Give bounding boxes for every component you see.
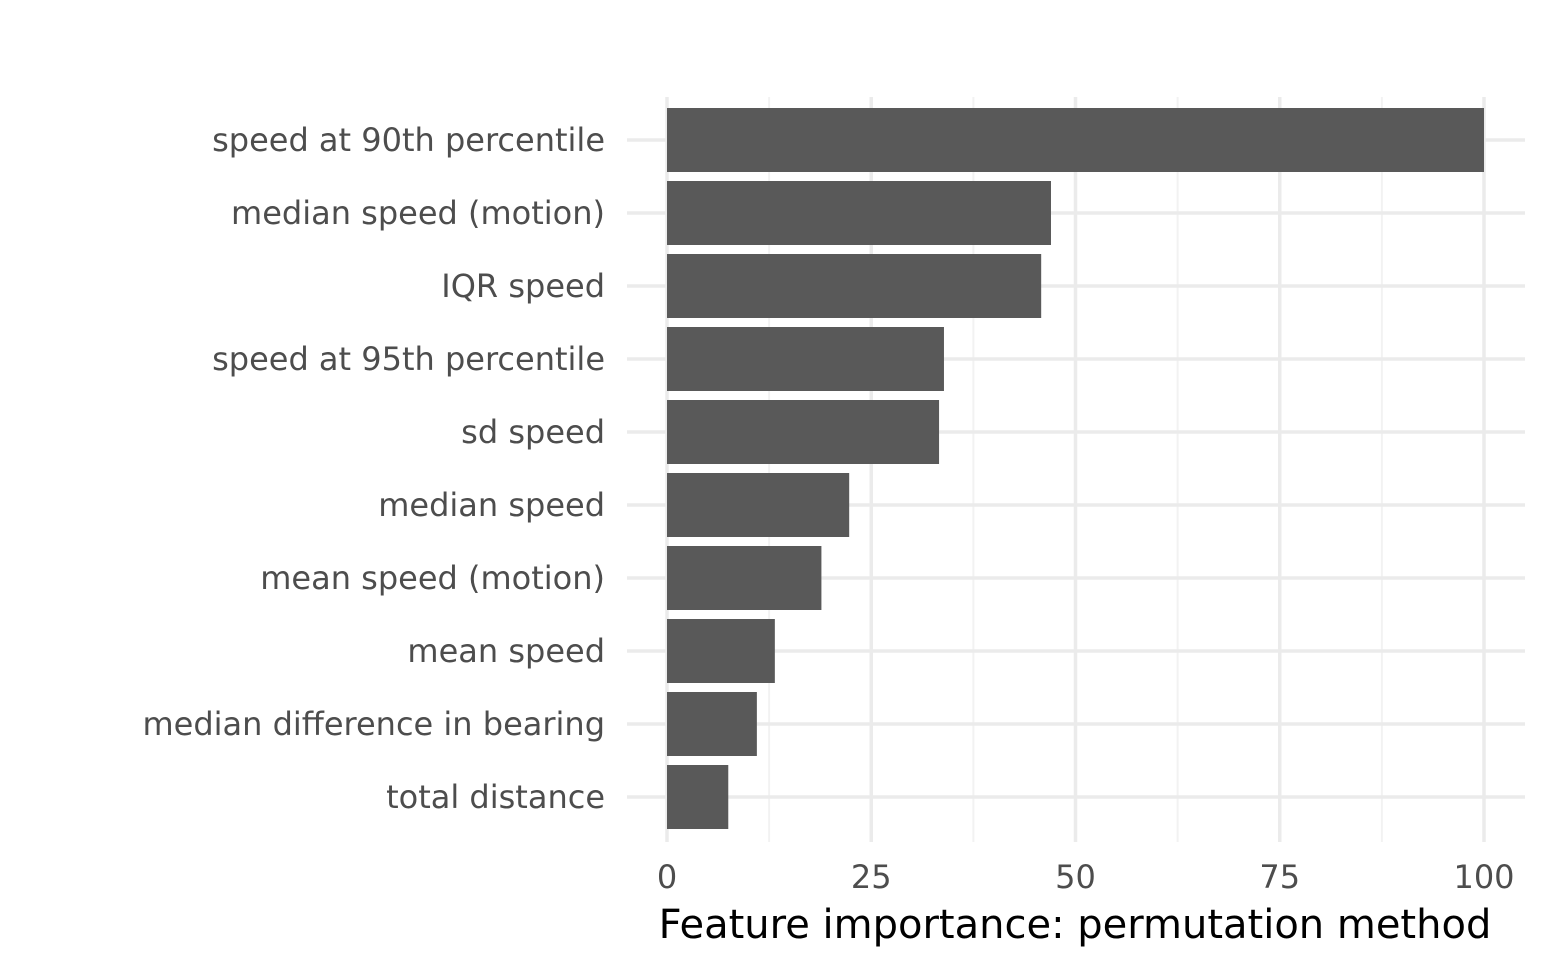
x-tick-label: 50 [1055,858,1096,896]
y-tick-label: speed at 90th percentile [212,121,605,159]
y-tick-label: median speed (motion) [231,194,605,232]
x-axis-title: Feature importance: permutation method [659,902,1492,948]
bar [667,619,775,683]
y-tick-label: total distance [386,778,605,816]
bar [667,327,944,391]
y-tick-label: mean speed [407,632,605,670]
bars [667,108,1484,829]
bar [667,546,822,610]
y-axis-tick-labels: speed at 90th percentile median speed (mo… [142,121,605,816]
x-tick-label: 75 [1259,858,1300,896]
bar [667,108,1484,172]
y-tick-label: mean speed (motion) [260,559,605,597]
bar [667,400,940,464]
y-tick-label: median difference in bearing [142,705,605,743]
bar [667,692,757,756]
bar [667,473,850,537]
bar [667,254,1042,318]
x-tick-label: 100 [1453,858,1514,896]
y-tick-label: median speed [378,486,605,524]
y-tick-label: IQR speed [441,267,605,305]
bar [667,765,729,829]
y-tick-label: speed at 95th percentile [212,340,605,378]
y-tick-label: sd speed [461,413,605,451]
x-axis-tick-labels: 0 25 50 75 100 [657,858,1515,896]
x-tick-label: 0 [657,858,677,896]
x-tick-label: 25 [851,858,892,896]
bar [667,181,1051,245]
